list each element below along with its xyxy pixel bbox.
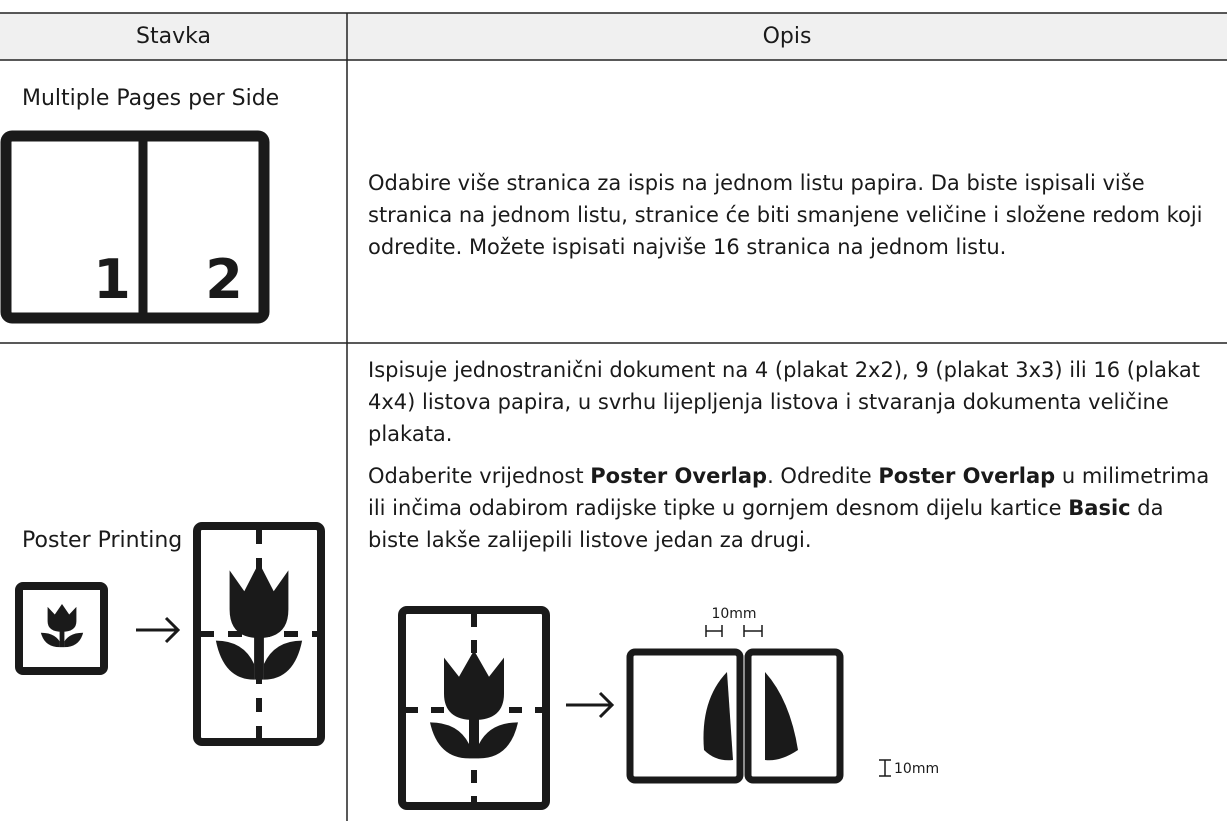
paragraph: Odabire više stranica za ispis na jednom…: [368, 171, 1203, 259]
header-background: [0, 13, 1227, 60]
paragraph: Ispisuje jednostranični dokument na 4 (p…: [368, 358, 1200, 446]
header-cell: Stavka: [136, 24, 211, 49]
text-run: u milimetrima ili inčima odabirom radijs…: [368, 464, 1210, 520]
poster-icon: [15, 522, 325, 746]
description: Ispisuje jednostranični dokument na 4 (p…: [368, 354, 1218, 556]
text-run: da biste lakše zalijepili listove jedan …: [368, 496, 1164, 552]
paragraph: Odaberite vrijednost Poster Overlap. Odr…: [368, 460, 1218, 556]
description: Odabire više stranica za ispis na jednom…: [368, 167, 1218, 263]
item-name: Multiple Pages per Side: [22, 86, 280, 111]
multi-page-icon: 1 2: [0, 130, 270, 324]
text-run: Odaberite vrijednost: [368, 464, 591, 488]
page-number: 2: [205, 248, 243, 311]
item-name: Poster Printing: [22, 528, 183, 553]
page-number: 1: [93, 248, 131, 311]
dimension-label: 10mm: [711, 606, 756, 622]
dimension-label: 10mm: [894, 761, 939, 777]
overlap-diagram: 10mm 10mm: [398, 606, 939, 810]
bold-text: Poster Overlap: [590, 464, 768, 488]
header-cell: Opis: [762, 24, 812, 49]
table-lines: [0, 12, 1227, 821]
text-run: . Odredite: [767, 464, 879, 488]
bold-text: Poster Overlap: [878, 464, 1056, 488]
bold-text: Basic: [1068, 496, 1131, 520]
